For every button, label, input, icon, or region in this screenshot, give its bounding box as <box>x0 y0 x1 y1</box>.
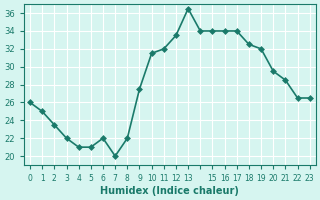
X-axis label: Humidex (Indice chaleur): Humidex (Indice chaleur) <box>100 186 239 196</box>
